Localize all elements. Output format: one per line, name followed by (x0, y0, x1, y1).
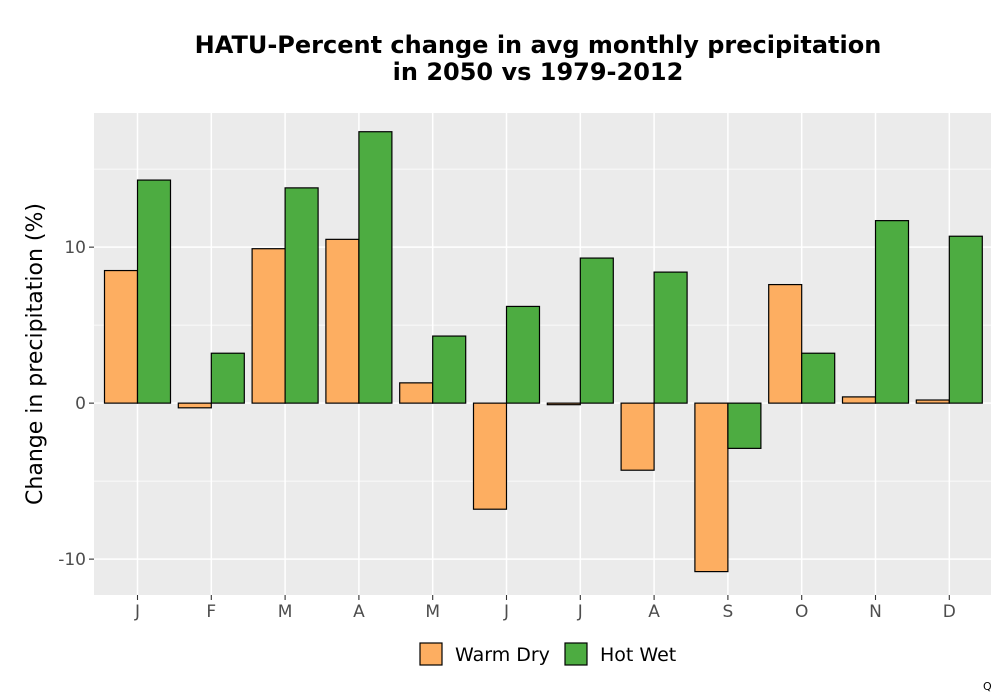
bar-hot-wet-2 (284, 187, 319, 404)
x-tick-label-11: D (943, 602, 956, 622)
x-tick-label-5: J (503, 602, 509, 622)
legend-swatch-warm-dry (419, 642, 443, 666)
y-tick-label-2: 10 (64, 238, 86, 258)
bar-hot-wet-6 (579, 257, 614, 404)
bar-warm-dry-10 (841, 396, 877, 404)
bar-warm-dry-0 (103, 269, 139, 404)
bar-hot-wet-10 (874, 220, 910, 404)
x-tick-label-8: S (723, 602, 734, 622)
bars (103, 131, 983, 573)
x-tick-label-10: N (869, 602, 882, 622)
bar-warm-dry-11 (915, 399, 950, 404)
bar-hot-wet-1 (210, 352, 245, 404)
legend-swatch-hot-wet (564, 642, 588, 666)
bar-warm-dry-1 (177, 402, 212, 409)
bar-warm-dry-9 (768, 283, 803, 404)
y-axis-label: Change in precipitation (%) (23, 203, 48, 505)
x-tick-label-1: F (206, 602, 216, 622)
y-tick-label-0: -10 (58, 550, 86, 570)
bar-hot-wet-9 (801, 352, 836, 404)
bar-warm-dry-4 (399, 382, 434, 404)
y-tick-label-1: 0 (75, 394, 86, 414)
bar-hot-wet-4 (432, 335, 467, 404)
bar-warm-dry-8 (694, 402, 729, 573)
bar-warm-dry-2 (251, 248, 286, 404)
bar-hot-wet-5 (505, 305, 541, 404)
bar-hot-wet-11 (948, 235, 983, 404)
bar-hot-wet-0 (136, 179, 172, 404)
chart-title-line-1: HATU-Percent change in avg monthly preci… (195, 31, 882, 59)
bar-warm-dry-7 (620, 402, 655, 471)
x-tick-label-0: J (134, 602, 140, 622)
legend-label-hot-wet: Hot Wet (600, 644, 676, 666)
x-tick-label-6: J (577, 602, 583, 622)
y-axis: -10 0 10 (58, 238, 94, 570)
bar-hot-wet-7 (653, 271, 688, 404)
x-tick-label-7: A (648, 602, 660, 622)
bar-warm-dry-5 (472, 402, 508, 510)
legend: Warm Dry Hot Wet (419, 642, 676, 666)
bar-hot-wet-3 (358, 131, 393, 404)
x-tick-label-4: M (425, 602, 440, 622)
bar-hot-wet-8 (727, 402, 762, 449)
x-tick-label-2: M (278, 602, 293, 622)
bar-warm-dry-6 (546, 402, 581, 406)
x-tick-label-3: A (353, 602, 365, 622)
x-tick-label-9: O (795, 602, 808, 622)
corner-mark: Q (983, 680, 992, 693)
legend-label-warm-dry: Warm Dry (455, 644, 550, 666)
bar-warm-dry-3 (325, 238, 360, 404)
chart-title-line-2: in 2050 vs 1979-2012 (393, 58, 684, 86)
